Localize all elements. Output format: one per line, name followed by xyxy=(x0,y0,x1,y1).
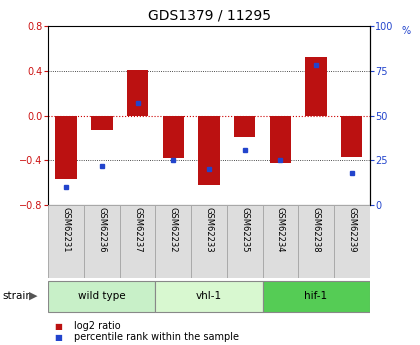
Text: GDS1379 / 11295: GDS1379 / 11295 xyxy=(149,9,271,23)
Bar xyxy=(191,205,227,278)
Text: GSM62233: GSM62233 xyxy=(205,207,213,253)
Text: strain: strain xyxy=(2,291,32,301)
Bar xyxy=(155,205,191,278)
Text: ▶: ▶ xyxy=(29,291,37,301)
Bar xyxy=(120,205,155,278)
Bar xyxy=(270,116,291,162)
Bar xyxy=(227,205,262,278)
Bar xyxy=(298,205,334,278)
Bar xyxy=(48,281,155,312)
Text: log2 ratio: log2 ratio xyxy=(74,321,120,331)
Text: hif-1: hif-1 xyxy=(304,291,328,301)
Text: GSM62231: GSM62231 xyxy=(62,207,71,253)
Text: GSM62234: GSM62234 xyxy=(276,207,285,253)
Text: GSM62235: GSM62235 xyxy=(240,207,249,253)
Bar xyxy=(48,205,84,278)
Text: percentile rank within the sample: percentile rank within the sample xyxy=(74,333,239,342)
Text: vhl-1: vhl-1 xyxy=(196,291,222,301)
Bar xyxy=(163,116,184,158)
Text: %: % xyxy=(402,26,411,36)
Bar xyxy=(234,116,255,137)
Text: GSM62239: GSM62239 xyxy=(347,207,356,253)
Bar xyxy=(305,57,327,116)
Text: GSM62238: GSM62238 xyxy=(312,207,320,253)
Text: GSM62232: GSM62232 xyxy=(169,207,178,253)
Bar xyxy=(198,116,220,185)
Bar xyxy=(341,116,362,157)
Bar xyxy=(334,205,370,278)
Bar xyxy=(91,116,113,130)
Bar xyxy=(84,205,120,278)
Text: GSM62236: GSM62236 xyxy=(97,207,106,253)
Bar xyxy=(262,205,298,278)
Bar xyxy=(262,281,370,312)
Bar xyxy=(127,70,148,116)
Text: ■: ■ xyxy=(55,333,63,342)
Text: ■: ■ xyxy=(55,322,63,331)
Text: GSM62237: GSM62237 xyxy=(133,207,142,253)
Bar xyxy=(55,116,77,179)
Bar xyxy=(155,281,262,312)
Text: wild type: wild type xyxy=(78,291,126,301)
